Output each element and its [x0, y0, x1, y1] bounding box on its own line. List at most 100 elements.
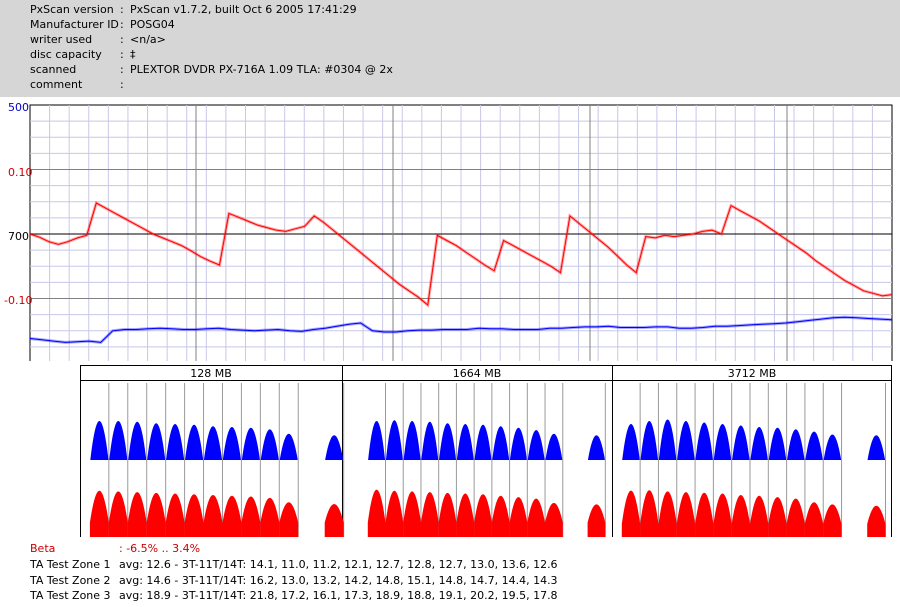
red-peak: [108, 491, 128, 537]
blue-peak: [147, 423, 166, 460]
info-colon: :: [120, 78, 124, 91]
red-peak: [640, 490, 659, 537]
blue-peak: [474, 424, 492, 460]
red-peak: [695, 492, 714, 537]
y-axis-labels: 500 0.10 700 -0.10 900: [4, 101, 33, 361]
red-peak: [279, 502, 299, 537]
red-peak: [867, 505, 886, 537]
blue-peak: [713, 424, 732, 460]
blue-peak: [750, 427, 768, 460]
beta-value: : -6.5% .. 3.4%: [119, 542, 201, 555]
blue-peak: [640, 421, 659, 460]
red-peak: [823, 504, 842, 537]
series-line: [29, 202, 893, 306]
info-key: comment: [30, 78, 83, 91]
y-tick-label: 500: [8, 101, 29, 114]
blue-peak: [325, 435, 344, 460]
red-peak: [587, 504, 606, 537]
red-peak: [713, 493, 732, 537]
info-colon: :: [120, 3, 124, 16]
red-peak: [438, 492, 457, 537]
red-peak: [676, 492, 696, 537]
blue-peak: [587, 435, 605, 460]
info-value: PxScan v1.7.2, built Oct 6 2005 17:41:29: [130, 3, 357, 16]
ta-zone-value: avg: 14.6 - 3T-11T/14T: 16.2, 13.0, 13.2…: [119, 574, 558, 587]
blue-peak: [867, 435, 886, 460]
red-peak: [324, 504, 344, 537]
zone-label: 3712 MB: [728, 367, 777, 380]
info-value: POSG04: [130, 18, 175, 31]
red-peak: [165, 493, 185, 537]
y-tick-label: 900: [8, 359, 29, 361]
red-peak: [804, 502, 824, 537]
red-peak: [203, 495, 223, 537]
red-peak: [786, 498, 805, 537]
info-key: writer used: [30, 33, 93, 46]
info-value: PLEXTOR DVDR PX-716A 1.09 TLA: #0304 @ 2…: [130, 63, 393, 76]
info-key: scanned: [30, 63, 77, 76]
ta-zone-charts: 128 MB 1664 MB 3712 MB: [80, 365, 892, 537]
blue-peak: [545, 433, 563, 460]
blue-peak: [805, 431, 823, 460]
blue-peak: [787, 429, 805, 460]
scan-info-panel: PxScan version : PxScan v1.7.2, built Oc…: [0, 0, 900, 97]
y-tick-label: 0.10: [8, 166, 33, 179]
red-peak: [545, 502, 563, 537]
blue-peak: [768, 427, 787, 460]
ta-zone-label: TA Test Zone 3: [30, 589, 111, 602]
ta-zone-value: avg: 12.6 - 3T-11T/14T: 14.1, 11.0, 11.2…: [119, 558, 558, 571]
beta-label: Beta: [30, 542, 56, 555]
blue-peak: [732, 425, 750, 460]
ta-zone-label: TA Test Zone 1: [30, 558, 111, 571]
red-peak: [474, 494, 492, 537]
red-peak: [658, 491, 677, 537]
red-peak: [768, 497, 787, 537]
info-value: ‡: [130, 48, 136, 61]
info-key: PxScan version: [30, 3, 114, 16]
blue-peak: [439, 423, 457, 460]
blue-peak: [527, 430, 545, 460]
red-peak: [456, 493, 475, 537]
blue-peak: [823, 434, 842, 460]
blue-peak: [695, 422, 713, 460]
blue-peak: [241, 427, 260, 460]
series-line: [29, 316, 893, 343]
info-colon: :: [120, 63, 124, 76]
blue-peak: [622, 424, 640, 460]
info-colon: :: [120, 33, 124, 46]
ta-zone-label: TA Test Zone 2: [30, 574, 111, 587]
jitter-beta-chart: 500 0.10 700 -0.10 900: [4, 101, 893, 361]
info-value: <n/a>: [130, 33, 166, 46]
red-peak: [146, 492, 166, 537]
zone-label: 128 MB: [190, 367, 232, 380]
y-tick-label: -0.10: [4, 294, 32, 307]
results-panel: Beta : -6.5% .. 3.4% TA Test Zone 1 avg:…: [0, 541, 900, 607]
red-peak: [260, 497, 280, 537]
blue-peak: [90, 421, 109, 460]
blue-peak: [185, 424, 204, 460]
red-peak: [241, 496, 261, 537]
blue-peak: [403, 421, 421, 460]
red-peak: [127, 492, 147, 537]
red-peak: [385, 490, 404, 537]
blue-peak: [279, 433, 298, 460]
info-colon: :: [120, 18, 124, 31]
blue-peak: [222, 427, 241, 460]
info-key: Manufacturer ID: [30, 18, 119, 31]
red-peak: [527, 498, 545, 537]
zone-histograms: [89, 383, 886, 537]
chart-grid: [29, 104, 893, 361]
blue-peak: [260, 429, 279, 460]
red-peak: [184, 494, 204, 537]
red-peak: [750, 495, 769, 537]
blue-peak: [203, 426, 223, 460]
ta-zone-value: avg: 18.9 - 3T-11T/14T: 21.8, 17.2, 16.1…: [119, 589, 558, 602]
blue-peak: [385, 420, 403, 460]
blue-peak: [421, 421, 439, 460]
blue-peak: [109, 421, 128, 460]
red-peak: [403, 491, 421, 537]
chart-series: [29, 200, 893, 344]
blue-peak: [456, 424, 474, 460]
red-peak: [421, 492, 439, 537]
blue-peak: [368, 421, 386, 460]
